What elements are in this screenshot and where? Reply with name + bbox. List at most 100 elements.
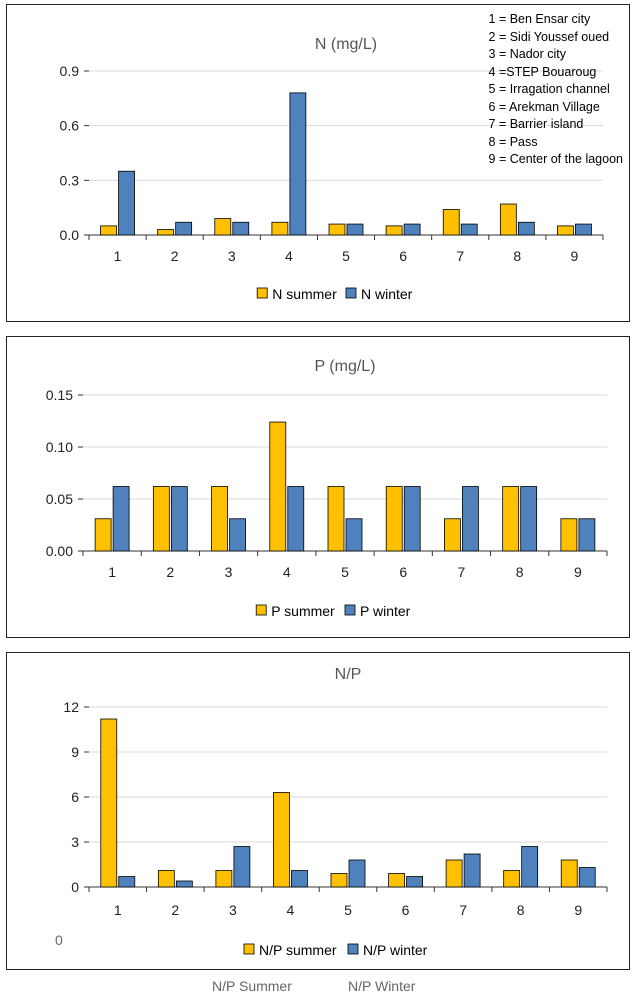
bar-winter (403, 486, 421, 552)
legend-swatch-winter (345, 287, 357, 299)
legend-swatch-summer (243, 943, 255, 955)
legend-label-summer: P summer (271, 603, 335, 619)
legend-label-winter: P winter (360, 603, 411, 619)
y-tick-label: 0.00 (46, 543, 73, 559)
bar-summer (442, 209, 460, 236)
bar-summer (100, 718, 118, 888)
chart-title: P (mg/L) (314, 358, 375, 375)
bar-summer (388, 873, 405, 888)
bar-winter (520, 486, 538, 552)
x-tick-label: 1 (114, 902, 122, 918)
bar-winter (112, 486, 130, 552)
p-chart: P (mg/L) 0.00 0.05 0.10 0.15 1 2 3 4 5 6 7 8 9 P summe… (46, 358, 608, 619)
bar-winter (346, 223, 364, 236)
bar-summer (385, 225, 403, 236)
x-tick-label: 3 (229, 902, 237, 918)
bar-winter (403, 223, 421, 236)
bar-summer (499, 203, 517, 236)
bar-winter (460, 223, 478, 236)
legend-label-winter: N winter (361, 286, 413, 302)
legend-label-summer: N/P summer (259, 942, 337, 958)
x-tick-label: 2 (171, 248, 179, 264)
x-tick-label: 4 (283, 564, 291, 580)
bar-winter (289, 92, 307, 236)
site-key-legend: 1 = Ben Ensar city 2 = Sidi Youssef oued… (489, 11, 623, 169)
y-tick-label: 0.6 (60, 118, 80, 134)
bar-winter (118, 876, 136, 888)
bar-winter (463, 853, 481, 888)
bar-summer (271, 221, 289, 236)
legend-swatch-summer (256, 287, 268, 299)
x-tick-label: 3 (225, 564, 233, 580)
bar-summer (560, 518, 578, 552)
n-chart-panel: N (mg/L) 0.0 0.3 0.6 0.9 1 2 3 4 5 6 7 8 9 N summer N w… (6, 4, 630, 322)
bar-winter (175, 880, 193, 888)
y-tick-label: 12 (63, 699, 79, 715)
bar-summer (445, 859, 463, 888)
x-tick-label: 7 (458, 564, 466, 580)
y-tick-label: 0.9 (60, 63, 80, 79)
bar-summer (385, 486, 403, 552)
bar-summer (444, 518, 461, 552)
x-tick-label: 2 (171, 902, 179, 918)
bar-summer (273, 792, 290, 888)
site-key-item: 7 = Barrier island (488, 117, 584, 131)
x-tick-label: 7 (456, 248, 464, 264)
bar-winter (578, 867, 596, 888)
bar-winter (175, 221, 193, 236)
x-tick-label: 8 (517, 902, 525, 918)
stray-axis-zero: 0 (55, 932, 63, 948)
n-chart: N (mg/L) 0.0 0.3 0.6 0.9 1 2 3 4 5 6 7 8 9 N summer N w… (60, 36, 604, 302)
site-key-item: 3 = Nador city (488, 47, 566, 61)
bar-winter (287, 486, 305, 552)
y-tick-label: 0.0 (60, 227, 80, 243)
x-tick-label: 8 (513, 248, 521, 264)
x-tick-label: 5 (341, 564, 349, 580)
bar-winter (521, 846, 539, 888)
y-tick-label: 3 (71, 834, 79, 850)
bar-summer (94, 518, 112, 552)
bar-summer (327, 486, 345, 552)
x-tick-label: 6 (399, 248, 407, 264)
x-tick-label: 2 (166, 564, 174, 580)
bar-summer (330, 873, 348, 888)
bar-summer (211, 486, 228, 552)
x-tick-label: 3 (228, 248, 236, 264)
site-key-item: 5 = Irragation channel (488, 82, 610, 96)
legend-swatch-winter (344, 604, 356, 616)
bar-summer (269, 421, 287, 552)
legend-label-summer: N summer (272, 286, 337, 302)
legend-swatch-winter (347, 943, 359, 955)
bar-winter (118, 170, 135, 236)
x-tick-label: 6 (399, 564, 407, 580)
stray-legend-winter: N/P Winter (348, 978, 416, 994)
x-tick-label: 7 (459, 902, 467, 918)
bar-summer (100, 225, 117, 236)
x-tick-label: 9 (571, 248, 579, 264)
bar-winter (233, 846, 251, 888)
bar-winter (170, 486, 188, 552)
site-key-item: 9 = Center of the lagoon (488, 152, 623, 166)
bar-summer (328, 223, 346, 236)
bar-summer (502, 486, 520, 552)
x-tick-label: 9 (574, 902, 582, 918)
site-key-item: 8 = Pass (488, 134, 538, 149)
bar-summer (560, 859, 578, 888)
site-key-item: 1 = Ben Ensar city (488, 12, 591, 26)
x-tick-label: 8 (516, 564, 524, 580)
bar-summer (214, 218, 232, 236)
stray-legend-summer: N/P Summer (212, 978, 292, 994)
bar-winter (517, 221, 535, 236)
bar-winter (462, 486, 479, 552)
np-chart-panel: N/P 0 3 6 9 12 1 2 3 4 5 6 7 8 9 N/P summer N/P winter (6, 652, 630, 970)
chart-title: N (mg/L) (315, 36, 377, 53)
bar-winter (291, 870, 308, 888)
y-tick-label: 0 (71, 879, 79, 895)
site-key-item: 4 =STEP Bouaroug (488, 64, 597, 79)
bar-winter (406, 876, 423, 888)
bar-winter (229, 518, 246, 552)
x-tick-label: 1 (108, 564, 116, 580)
bar-winter (345, 518, 363, 552)
x-tick-label: 4 (285, 248, 293, 264)
